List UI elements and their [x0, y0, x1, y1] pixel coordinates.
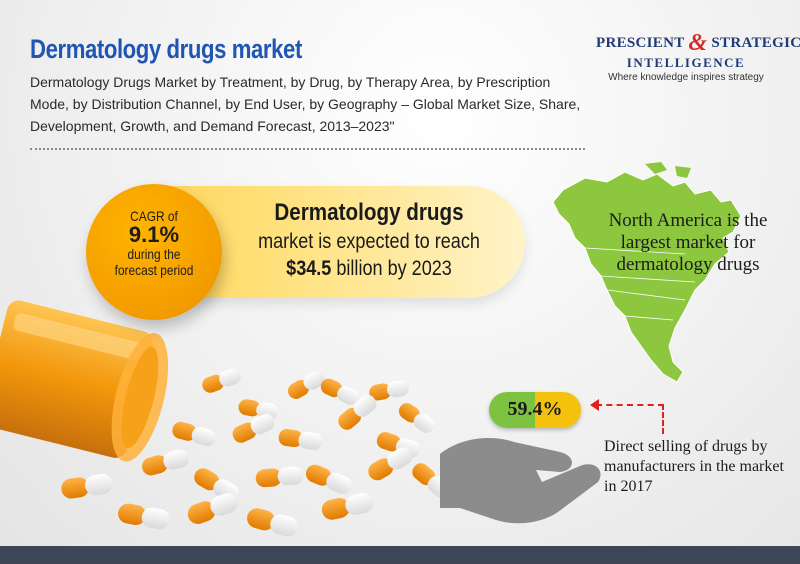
logo-word-prescient: PRESCIENT [596, 35, 685, 51]
direct-selling-value: 59.4% [507, 398, 563, 420]
forecast-year: billion by 2023 [331, 257, 452, 280]
logo-word-intelligence: INTELLIGENCE [626, 55, 746, 70]
north-america-shape [552, 171, 742, 383]
company-logo: PRESCIENT & STRATEGIC INTELLIGENCE Where… [596, 30, 800, 83]
cagr-period: forecast period [114, 262, 194, 278]
badge-green-half [489, 392, 535, 428]
forecast-line2: market is expected to reach [258, 230, 480, 253]
north-america-caption: North America is the largest market for … [608, 210, 768, 275]
connector-line-horizontal [596, 404, 664, 406]
logo-word-strategic: STRATEGIC [711, 35, 800, 51]
page-title: Dermatology drugs market [30, 34, 302, 64]
logo-ampersand: & [688, 30, 708, 56]
direct-selling-caption: Direct selling of drugs by manufacturers… [604, 438, 784, 495]
pill-bottle-illustration [0, 300, 451, 537]
forecast-text: Dermatology drugs market is expected to … [228, 199, 510, 281]
cagr-label: CAGR of [130, 208, 178, 224]
arrow-head-icon [590, 399, 599, 411]
north-america-map [552, 162, 742, 383]
cagr-circle: CAGR of 9.1% during the forecast period [86, 184, 222, 320]
direct-selling-badge: 59.4% [489, 392, 581, 428]
forecast-amount: $34.5 [286, 257, 332, 280]
report-subtitle: Dermatology Drugs Market by Treatment, b… [30, 74, 581, 134]
cagr-during: during the [127, 246, 181, 262]
forecast-line3: $34.5 billion by 2023 [248, 257, 491, 281]
badge-yellow-half [535, 392, 581, 428]
dotted-divider [30, 148, 585, 150]
footer-bar [0, 546, 800, 564]
capsule-group [61, 368, 451, 537]
connector-line-vertical [662, 404, 664, 434]
hand-icon [440, 438, 601, 524]
cagr-value: 9.1% [128, 222, 180, 247]
forecast-heading: Dermatology drugs [274, 199, 464, 226]
logo-tagline: Where knowledge inspires strategy [608, 72, 764, 83]
pill-bottle-body [0, 300, 169, 462]
